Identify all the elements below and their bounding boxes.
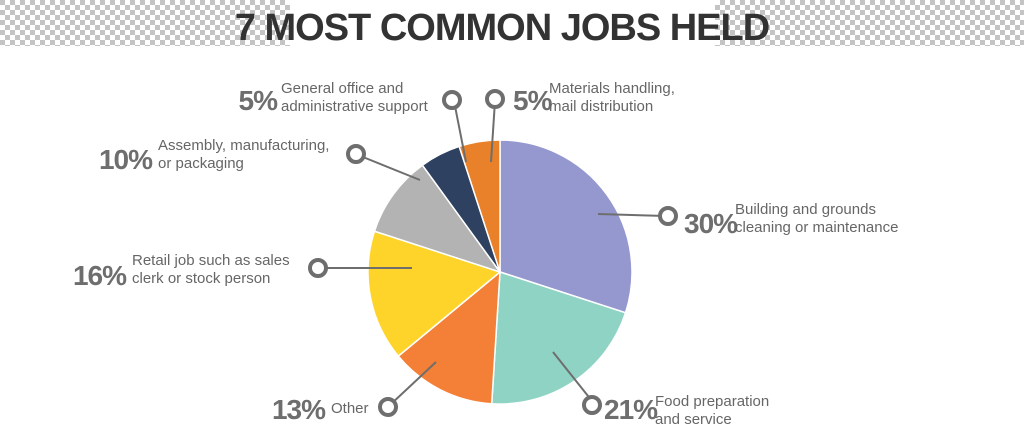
pie-slice [373,164,502,274]
slice-category-label: administrative support [281,98,429,115]
slice-category-label: Assembly, manufacturing, [158,137,329,154]
slice-category-label: Materials handling, [549,80,675,97]
slice-percent-label: 5% [239,85,279,116]
callout-line [389,361,437,406]
title-pattern-left [0,0,290,46]
title-pattern-right [715,0,1024,46]
pie-slice [499,139,633,314]
slice-percent-label: 10% [99,144,153,175]
pie-slice [458,139,501,273]
slice-percent-label: 16% [73,260,127,291]
slice-percent-label: 30% [684,208,738,239]
slice-category-label: or packaging [158,155,244,172]
slice-category-label: Retail job such as sales [132,252,290,269]
slice-percent-label: 5% [513,85,553,116]
pie-slice [490,270,627,405]
callout-line [597,213,667,217]
pie-slice [397,270,501,405]
callout-ring-icon [308,258,328,278]
slice-category-label: and service [655,411,732,428]
callout-line [357,154,421,181]
pie-slice [367,230,502,358]
callout-line [552,351,593,402]
callout-ring-icon [485,89,505,109]
slice-category-label: General office and [281,80,403,97]
callout-ring-icon [582,395,602,415]
slice-category-label: clerk or stock person [132,270,270,287]
slice-category-label: cleaning or maintenance [735,219,898,236]
slice-category-label: mail distribution [549,98,653,115]
callout-line [453,100,467,163]
slice-category-label: Other [331,400,369,417]
callout-ring-icon [442,90,462,110]
callout-ring-icon [378,397,398,417]
chart-title: 7 MOST COMMON JOBS HELD [235,7,769,49]
callout-ring-icon [658,206,678,226]
slice-percent-label: 13% [272,394,326,425]
callout-ring-icon [346,144,366,164]
callout-line [490,100,496,163]
pie-slices [367,139,633,405]
slice-category-label: Building and grounds [735,201,876,218]
slice-percent-label: 21% [604,394,658,425]
slice-category-label: Food preparation [655,393,769,410]
